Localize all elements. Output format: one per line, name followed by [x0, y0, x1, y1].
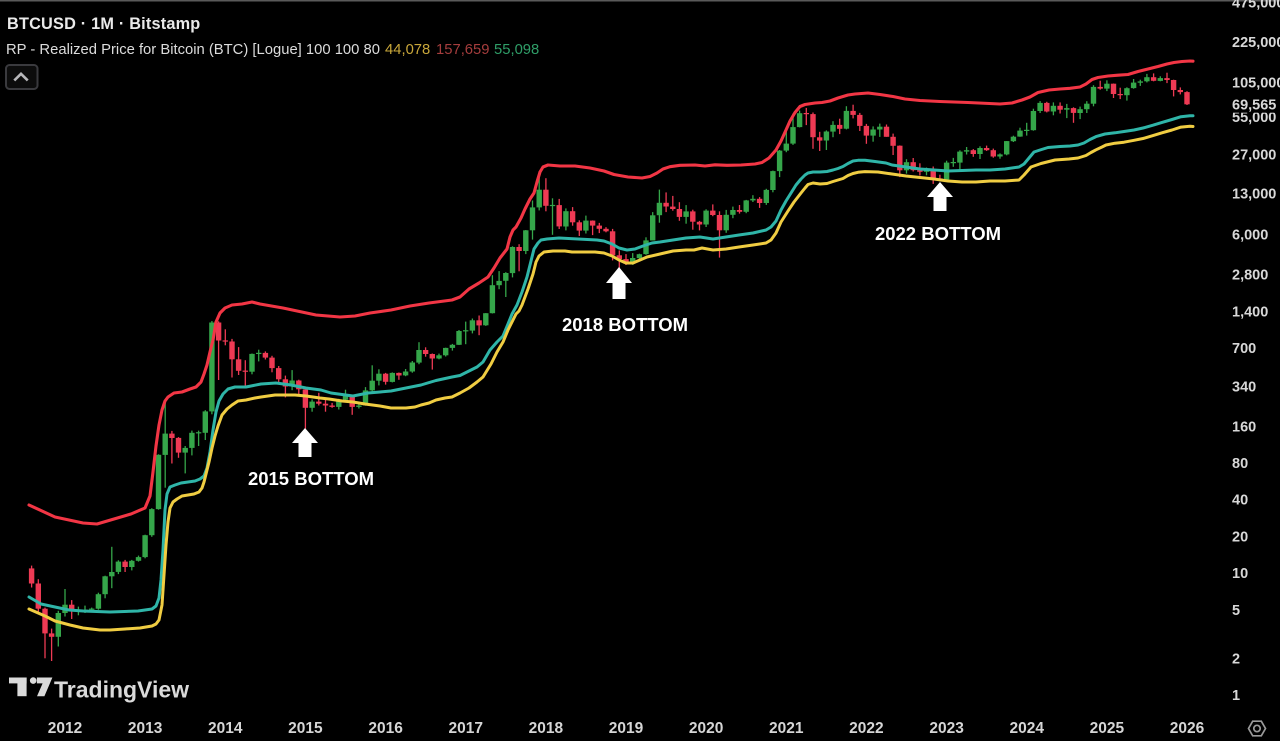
svg-text:2022 BOTTOM: 2022 BOTTOM — [875, 223, 1001, 244]
svg-text:2012: 2012 — [48, 720, 82, 737]
svg-text:340: 340 — [1232, 379, 1256, 395]
svg-text:2016: 2016 — [368, 720, 403, 737]
svg-text:10: 10 — [1232, 566, 1248, 582]
svg-text:2019: 2019 — [609, 720, 644, 737]
svg-text:2: 2 — [1232, 652, 1240, 668]
svg-text:700: 700 — [1232, 341, 1256, 357]
svg-text:RP - Realized Price for Bitcoi: RP - Realized Price for Bitcoin (BTC) [L… — [6, 42, 539, 58]
svg-text:5: 5 — [1232, 603, 1240, 619]
svg-text:55,000: 55,000 — [1232, 110, 1276, 126]
svg-text:40: 40 — [1232, 493, 1248, 509]
svg-text:2022: 2022 — [849, 720, 883, 737]
svg-text:2014: 2014 — [208, 720, 243, 737]
svg-text:2023: 2023 — [929, 720, 964, 737]
svg-text:2026: 2026 — [1170, 720, 1205, 737]
svg-text:160: 160 — [1232, 419, 1256, 435]
svg-text:2015: 2015 — [288, 720, 323, 737]
svg-text:69,565: 69,565 — [1232, 97, 1276, 113]
svg-text:TradingView: TradingView — [54, 677, 189, 703]
svg-text:2025: 2025 — [1090, 720, 1125, 737]
svg-text:2015 BOTTOM: 2015 BOTTOM — [248, 468, 374, 489]
svg-text:1,400: 1,400 — [1232, 304, 1268, 320]
svg-text:2018: 2018 — [529, 720, 564, 737]
svg-text:27,000: 27,000 — [1232, 148, 1276, 164]
svg-text:475,000: 475,000 — [1232, 0, 1280, 12]
svg-text:2013: 2013 — [128, 720, 163, 737]
svg-text:13,000: 13,000 — [1232, 186, 1276, 202]
svg-text:105,000: 105,000 — [1232, 76, 1280, 92]
svg-text:225,000: 225,000 — [1232, 35, 1280, 51]
svg-text:6,000: 6,000 — [1232, 227, 1268, 243]
svg-text:20: 20 — [1232, 530, 1248, 546]
svg-text:80: 80 — [1232, 456, 1248, 472]
svg-text:2020: 2020 — [689, 720, 723, 737]
svg-text:BTCUSD · 1M · Bitstamp: BTCUSD · 1M · Bitstamp — [7, 15, 200, 33]
svg-text:2017: 2017 — [448, 720, 482, 737]
svg-text:2,800: 2,800 — [1232, 268, 1268, 284]
svg-text:2018 BOTTOM: 2018 BOTTOM — [562, 314, 688, 335]
svg-text:2024: 2024 — [1009, 720, 1044, 737]
svg-text:2021: 2021 — [769, 720, 804, 737]
svg-text:1: 1 — [1232, 688, 1240, 704]
